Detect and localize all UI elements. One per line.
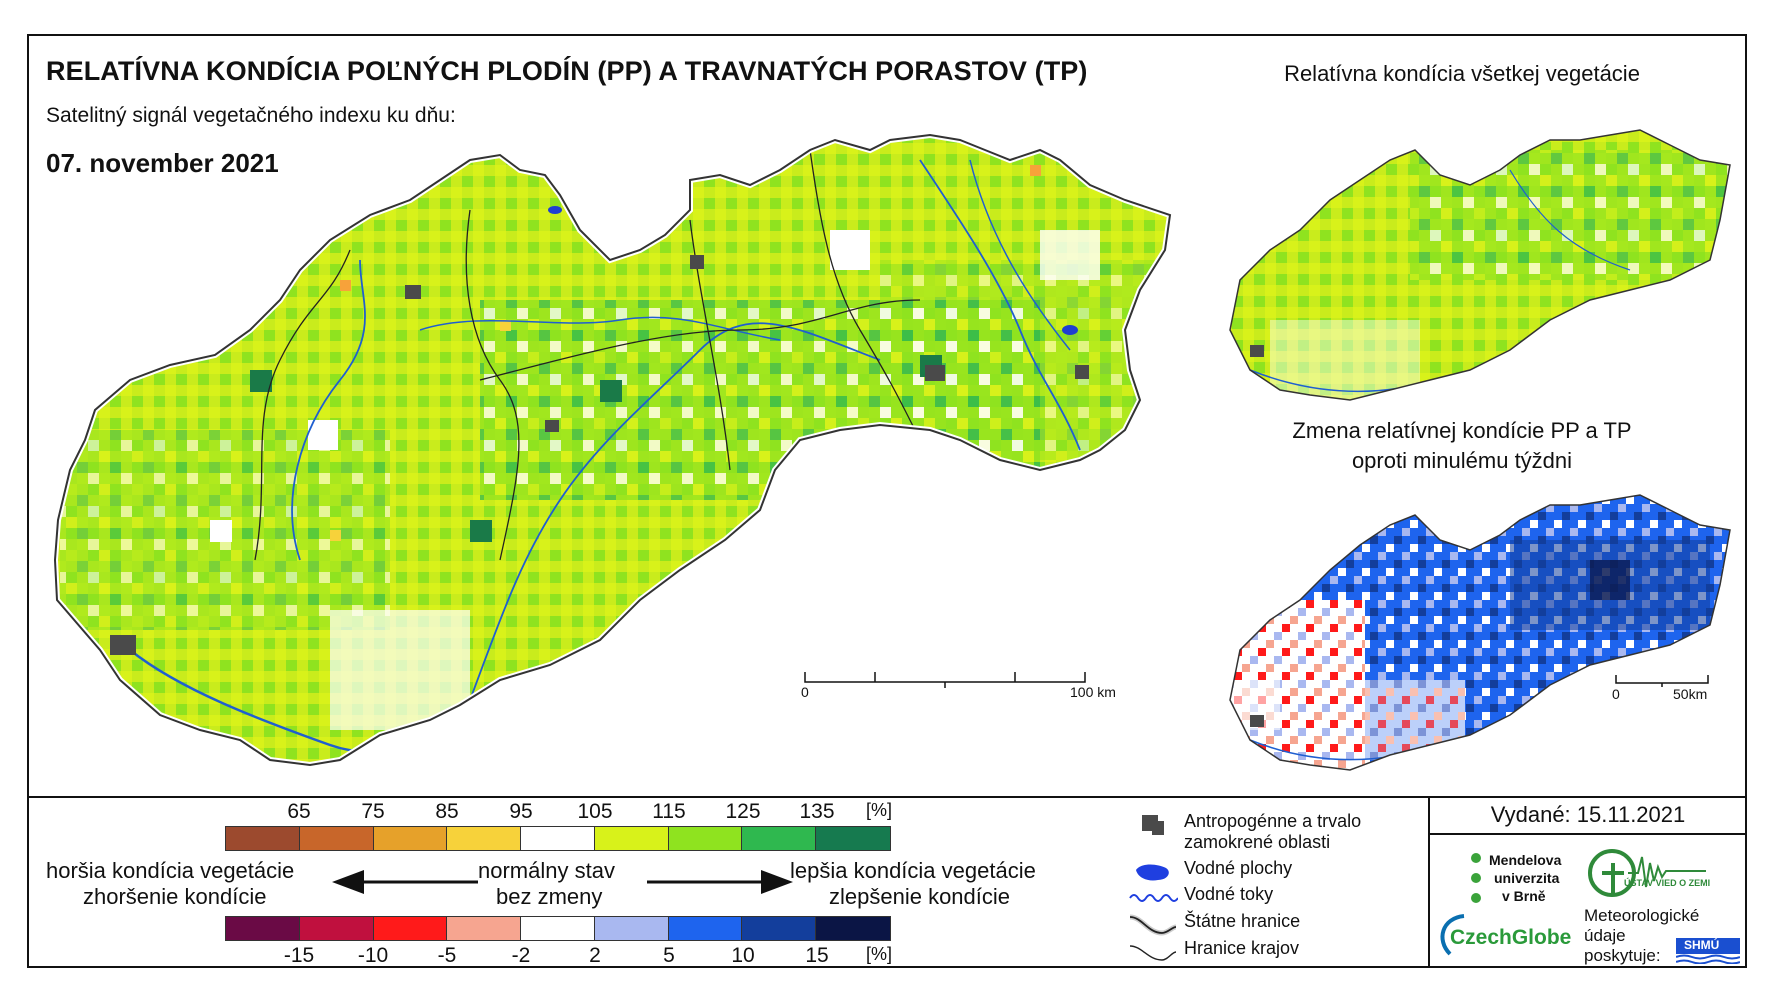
urban-area-icon	[1142, 815, 1164, 835]
key-urban: Antropogénne a trvalo zamokrené oblasti	[1128, 811, 1361, 853]
condition-tick-label: 135	[799, 800, 835, 823]
better-condition-label: lepšia kondícia vegetácie	[790, 858, 1036, 883]
key-region-border-label: Hranice krajov	[1184, 938, 1300, 958]
change-map	[1229, 494, 1731, 771]
change-swatch-4	[521, 917, 595, 940]
small-scale-bar	[1615, 675, 1709, 687]
all-vegetation-title: Relatívna kondícia všetkej vegetácie	[1284, 61, 1640, 86]
condition-swatch-8	[816, 827, 890, 850]
mendel-line1: Mendelova	[1489, 852, 1562, 868]
mendel-line3: v Brně	[1502, 888, 1546, 904]
change-tick-label: [%]	[865, 944, 893, 964]
condition-tick-label: 95	[509, 800, 533, 823]
condition-swatch-6	[668, 827, 743, 850]
key-urban-line2: zamokrené oblasti	[1184, 832, 1331, 852]
state-border-icon	[1129, 914, 1177, 936]
water-area-icon	[1136, 864, 1169, 881]
small-scale-end: 50km	[1673, 686, 1708, 702]
change-swatch-6	[668, 917, 743, 940]
worsening-label: zhoršenie kondície	[83, 884, 267, 909]
condition-tick-label: 65	[287, 800, 311, 823]
key-rivers-label: Vodné toky	[1184, 884, 1274, 904]
condition-swatch-2	[373, 827, 448, 850]
improvement-label: zlepšenie kondície	[829, 884, 1011, 909]
condition-tick-label: 105	[577, 800, 613, 823]
worse-condition-label: horšia kondícia vegetácie	[46, 858, 295, 883]
czechglobe-arc-icon	[1440, 914, 1465, 956]
main-scale-start: 0	[801, 684, 809, 700]
no-change-label: bez zmeny	[496, 884, 603, 909]
mendel-line2: univerzita	[1494, 870, 1560, 886]
change-swatch-8	[816, 917, 890, 940]
change-swatch-3	[447, 917, 522, 940]
key-water-areas-label: Vodné plochy	[1184, 858, 1293, 878]
change-tick-label: -5	[437, 944, 457, 967]
condition-swatch-5	[594, 827, 669, 850]
change-swatch-0	[226, 917, 300, 940]
region-border-icon	[1129, 945, 1177, 961]
condition-swatch-1	[299, 827, 374, 850]
czechglobe-logo: CzechGlobe	[1450, 926, 1572, 949]
key-state-border-label: Štátne hranice	[1184, 911, 1301, 931]
change-title-line1: Zmena relatívnej kondície PP a TP	[1292, 418, 1632, 443]
map-title: RELATÍVNA KONDÍCIA POĽNÝCH PLODÍN (PP) A…	[46, 56, 1088, 86]
meteo-line1: Meteorologické	[1584, 906, 1700, 925]
mendel-dots-icon	[1471, 853, 1481, 903]
change-tick-label: 10	[731, 944, 755, 967]
key-rivers: Vodné toky	[1128, 884, 1273, 912]
change-swatch-7	[742, 917, 817, 940]
main-scale-end: 100 km	[1070, 684, 1116, 700]
ustav-logo-text: ÚSTAV VIED O ZEMI	[1624, 878, 1711, 888]
condition-swatch-0	[226, 827, 300, 850]
condition-swatch-3	[447, 827, 522, 850]
left-arrow-icon	[332, 870, 478, 894]
logo-divider	[1428, 796, 1430, 968]
change-swatch-2	[373, 917, 448, 940]
change-title-line2: oproti minulému týždni	[1351, 448, 1573, 473]
change-color-ramp	[225, 916, 891, 941]
condition-tick-label: 85	[435, 800, 459, 823]
key-state-border: Štátne hranice	[1128, 911, 1300, 939]
legend-divider	[27, 796, 1747, 798]
change-tick-label: 15	[805, 944, 829, 967]
river-icon	[1129, 894, 1178, 902]
key-region-border: Hranice krajov	[1128, 938, 1299, 966]
ustav-logo-icon	[1588, 849, 1706, 897]
map-frame	[27, 34, 1747, 968]
map-subtitle: Satelitný signál vegetačného indexu ku d…	[46, 104, 456, 127]
normal-state-label: normálny stav	[478, 858, 615, 883]
key-water-areas: Vodné plochy	[1128, 858, 1292, 886]
condition-swatch-4	[521, 827, 595, 850]
shmu-logo-text: SHMÚ	[1684, 938, 1720, 952]
main-scale-bar	[804, 672, 1086, 688]
condition-tick-label: 75	[361, 800, 385, 823]
condition-tick-label: 125	[725, 800, 761, 823]
condition-tick-label: 115	[652, 800, 686, 823]
meteo-line2: údaje	[1584, 926, 1626, 945]
change-tick-label: -10	[357, 944, 389, 967]
change-tick-label: -2	[511, 944, 531, 967]
meteo-line3: poskytuje:	[1584, 946, 1661, 965]
issued-date: Vydané: 15.11.2021	[1490, 802, 1686, 827]
change-swatch-1	[299, 917, 374, 940]
change-tick-label: -15	[283, 944, 315, 967]
condition-swatch-7	[742, 827, 817, 850]
issued-divider	[1428, 833, 1747, 835]
map-date: 07. november 2021	[46, 148, 279, 178]
small-scale-start: 0	[1612, 686, 1620, 702]
condition-tick-label: [%]	[865, 800, 893, 820]
change-swatch-5	[594, 917, 669, 940]
key-urban-line1: Antropogénne a trvalo	[1184, 811, 1362, 831]
change-tick-label: 5	[663, 944, 675, 967]
change-tick-label: 2	[589, 944, 601, 967]
shmu-logo-icon	[1676, 938, 1740, 964]
all-vegetation-map	[1229, 129, 1731, 401]
condition-color-ramp	[225, 826, 891, 851]
right-arrow-icon	[647, 870, 793, 894]
